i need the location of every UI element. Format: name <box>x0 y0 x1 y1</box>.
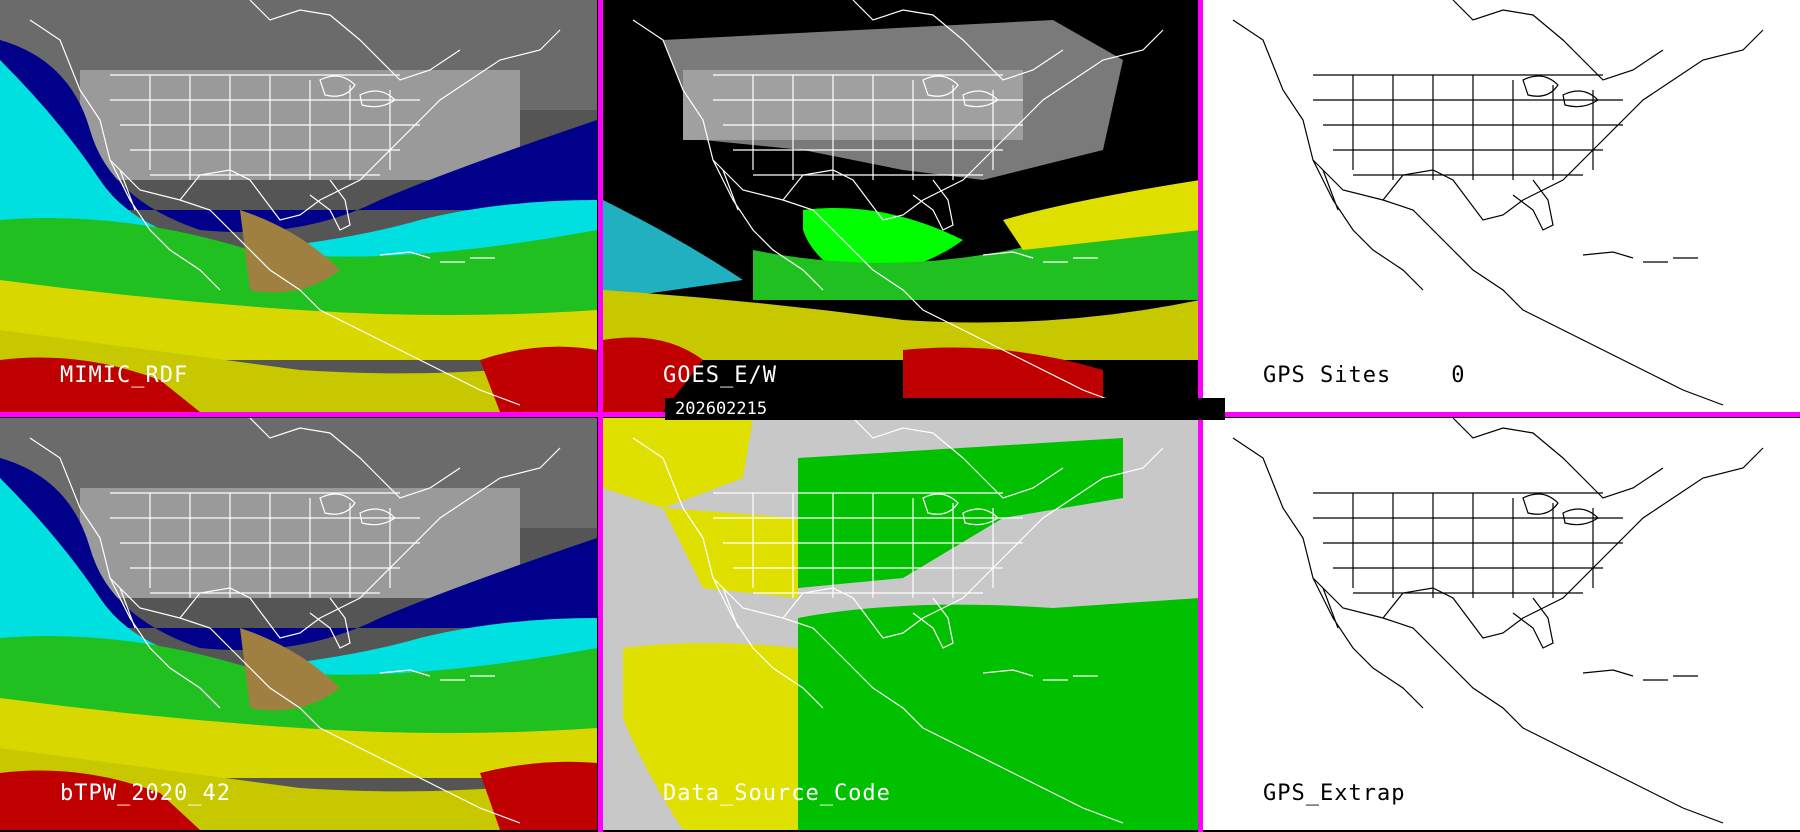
gps-extrap-map <box>1203 418 1800 830</box>
panel-label-btpw: bTPW_2020_42 <box>60 781 231 806</box>
divider-vertical-right-lower <box>1198 418 1203 832</box>
timestamp-text: 202602215 <box>675 399 768 419</box>
panel-label-mimic-rdf: MIMIC_RDF <box>60 363 189 388</box>
panel-label-data-source-code: Data_Source_Code <box>663 781 891 806</box>
data-source-map <box>603 418 1200 830</box>
panel-goes-ew: GOES_E/W <box>603 0 1200 412</box>
panel-mimic-rdf: MIMIC_RDF <box>0 0 597 412</box>
tpw-map-btpw <box>0 418 597 830</box>
panel-gps-sites: GPS Sites 0 <box>1203 0 1800 412</box>
panel-label-gps-extrap: GPS_Extrap <box>1263 781 1406 806</box>
gps-sites-map <box>1203 0 1800 412</box>
gps-sites-title: GPS Sites <box>1263 363 1392 388</box>
panel-data-source-code: Data_Source_Code <box>603 418 1200 830</box>
gps-sites-count: 0 <box>1451 363 1466 388</box>
panel-btpw: bTPW_2020_42 <box>0 418 597 830</box>
divider-vertical-right <box>1198 0 1203 418</box>
tpw-map-mimic <box>0 0 597 412</box>
panel-gps-extrap: GPS_Extrap <box>1203 418 1800 830</box>
panel-label-goes-ew: GOES_E/W <box>663 363 777 388</box>
timestamp-bar: 202602215 <box>665 398 1225 420</box>
tpw-map-goes <box>603 0 1200 412</box>
panel-label-gps-sites: GPS Sites 0 <box>1263 363 1465 388</box>
